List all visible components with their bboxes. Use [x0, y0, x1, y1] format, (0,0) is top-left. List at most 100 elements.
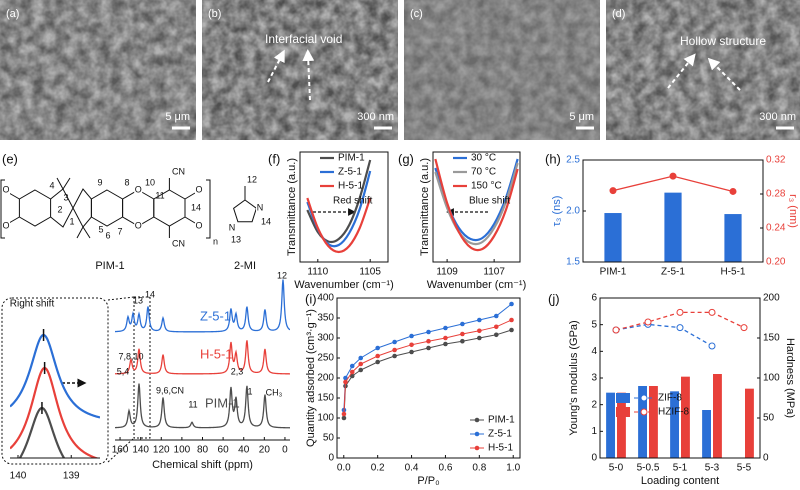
plot-area — [604, 172, 742, 262]
plot-area — [434, 158, 519, 252]
point — [669, 172, 677, 180]
compound-name: 2-MI — [234, 260, 256, 272]
bar — [681, 376, 690, 458]
zoom-box — [133, 296, 151, 439]
ring — [18, 189, 52, 227]
point — [443, 341, 448, 347]
legend-marker — [474, 417, 480, 423]
x-tick-label: 60 — [218, 445, 230, 456]
atom-bg — [195, 185, 203, 195]
annotation: 12 — [277, 270, 287, 280]
y2-tick-label: 50 — [763, 413, 775, 424]
atom-bg — [2, 221, 10, 231]
chart: (g) Wavenumber (cm⁻¹) Transmittance (a.u.)… — [398, 151, 526, 290]
point — [740, 324, 748, 332]
annotation: 7,8,10 — [118, 351, 143, 361]
atom-bg — [2, 185, 10, 195]
atom: N — [257, 202, 264, 212]
x-tick-label: 0.0 — [337, 463, 351, 474]
legend-label: H-5-1 — [338, 181, 363, 192]
legend-marker — [474, 445, 480, 451]
x-tick-label: 5-1 — [673, 463, 688, 474]
atom-number: 6 — [105, 230, 110, 240]
point — [375, 359, 380, 365]
point — [493, 313, 499, 319]
annotation: Interfacial void — [265, 32, 342, 46]
point — [493, 332, 499, 338]
series-line — [343, 303, 512, 411]
group: CN — [172, 166, 185, 176]
chart: Chemical shift (ppm)160 140 120 100 80 60 40 20… — [112, 270, 290, 471]
point — [460, 331, 465, 337]
scale-label: 300 nm — [759, 111, 796, 123]
x-tick-label: 100 — [174, 445, 191, 456]
y-tick-label: 350 — [317, 313, 334, 324]
panel-label: (g) — [398, 151, 414, 166]
legend-swatch — [616, 407, 630, 417]
y-tick-label: 250 — [317, 353, 334, 364]
point — [676, 324, 684, 332]
plot-area — [10, 329, 100, 458]
x-axis-label: Wavenumber (cm⁻¹) — [427, 279, 527, 291]
x-tick-label: 140 — [132, 445, 149, 456]
atom-number: 2 — [57, 204, 62, 214]
point — [708, 308, 716, 316]
point — [358, 367, 364, 373]
x-axis-label: Chemical shift (ppm) — [152, 459, 253, 471]
spectrum — [10, 366, 100, 458]
y-axis-label: Quantity adsorbed (cm³·g⁻¹) — [305, 309, 317, 447]
point — [609, 187, 617, 195]
point — [644, 318, 652, 326]
point — [341, 411, 347, 417]
spectrum — [115, 383, 290, 429]
ring — [90, 189, 124, 227]
y-tick-label: 0 — [328, 453, 334, 464]
point — [409, 333, 414, 339]
atom-number: 12 — [247, 174, 257, 184]
point — [509, 327, 514, 333]
series-label: Z-5-1 — [200, 308, 231, 323]
bar — [638, 386, 647, 458]
bar — [604, 213, 622, 262]
scale-label: 300 nm — [357, 111, 394, 123]
point — [358, 361, 364, 367]
x-axis-label: P/P₀ — [417, 475, 439, 487]
atom: O — [2, 220, 9, 230]
y-tick-label: 200 — [317, 373, 334, 384]
annotation: 13 — [133, 295, 143, 305]
y2-tick-label: 150 — [763, 333, 780, 344]
y-tick-label: 1 — [591, 426, 597, 437]
sem-texture — [404, 0, 600, 140]
atom-number: 9 — [97, 177, 102, 187]
chart: (i) P/P₀ Quantity adsorbed (cm³·g⁻¹) 0.0 0.2… — [305, 291, 521, 486]
series-line — [434, 158, 519, 252]
legend-marker — [640, 408, 648, 416]
legend-label: ZIF-8 — [658, 393, 682, 404]
chart: (j) Loading content Young's modulus (GPa) H… — [548, 291, 796, 486]
x-axis-label: Loading content — [641, 475, 719, 487]
y2-axis-label: r₃ (nm) — [787, 194, 799, 228]
x-tick-label: 1.0 — [506, 463, 520, 474]
x-tick-label: 0.8 — [472, 463, 486, 474]
scale-label: 5 μm — [569, 111, 594, 123]
x-tick-label: 5-5 — [737, 463, 752, 474]
point — [426, 338, 431, 344]
x-tick-label: 140 — [10, 471, 27, 482]
x-tick-label: 0.6 — [438, 463, 452, 474]
zoom-lines — [107, 296, 135, 463]
point — [443, 335, 448, 341]
y2-tick-label: 0.28 — [766, 189, 786, 200]
x-axis-label: Wavenumber (cm⁻¹) — [294, 279, 394, 291]
spectrum — [115, 340, 290, 375]
point — [375, 353, 380, 359]
y-axis-label: τ₃ (ns) — [551, 196, 563, 227]
plot-area — [306, 159, 372, 254]
legend-swatch — [616, 393, 630, 403]
x-tick-label: 120 — [153, 445, 170, 456]
y2-tick-label: 0.24 — [766, 223, 786, 234]
point — [349, 369, 355, 375]
x-tick-label: 0 — [282, 445, 288, 456]
bar — [702, 410, 711, 458]
y-tick-label: 3 — [591, 373, 597, 384]
legend-label: PIM-1 — [488, 415, 515, 426]
